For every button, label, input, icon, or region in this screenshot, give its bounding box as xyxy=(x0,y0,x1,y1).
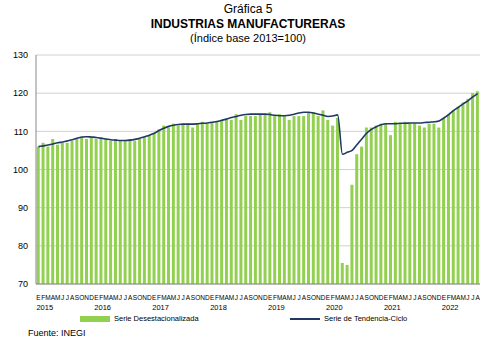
svg-text:2021: 2021 xyxy=(384,303,401,312)
html-text:A S O N D E: A S O N D E xyxy=(243,294,273,301)
html-text:Serie de Tendencia-Ciclo: Serie de Tendencia-Ciclo xyxy=(324,314,408,323)
svg-text:80: 80 xyxy=(18,241,28,251)
svg-text:M: M xyxy=(55,294,60,301)
svg-text:J: J xyxy=(235,294,238,301)
html-text:F M A: F M A xyxy=(41,294,56,301)
svg-text:2020: 2020 xyxy=(326,303,343,312)
svg-text:M: M xyxy=(113,294,118,301)
svg-text:M: M xyxy=(287,294,292,301)
svg-text:2022: 2022 xyxy=(442,303,459,312)
svg-text:70: 70 xyxy=(18,279,28,289)
svg-text:M: M xyxy=(460,294,465,301)
html-text:A S O N D E: A S O N D E xyxy=(359,294,389,301)
svg-text:J: J xyxy=(297,294,300,301)
svg-text:2017: 2017 xyxy=(152,303,169,312)
html-text:Serie Desestacionalizada: Serie Desestacionalizada xyxy=(114,314,199,323)
svg-text:2019: 2019 xyxy=(268,303,285,312)
svg-text:J: J xyxy=(61,294,64,301)
svg-text:J: J xyxy=(413,294,416,301)
svg-text:E: E xyxy=(36,294,41,301)
svg-text:2016: 2016 xyxy=(94,303,111,312)
html-text:F M A: F M A xyxy=(446,294,461,301)
svg-text:2018: 2018 xyxy=(210,303,227,312)
html-text:Fuente: INEGI: Fuente: INEGI xyxy=(28,328,86,338)
html-text:F M A: F M A xyxy=(99,294,113,301)
svg-text:J: J xyxy=(239,294,242,301)
svg-text:J: J xyxy=(66,294,69,301)
svg-text:M: M xyxy=(229,294,234,301)
svg-text:J: J xyxy=(182,294,185,301)
html-text:A S O N D E: A S O N D E xyxy=(417,294,446,301)
svg-text:M: M xyxy=(402,294,407,301)
svg-text:J: J xyxy=(350,294,353,301)
html-text:A S O N D E: A S O N D E xyxy=(70,294,99,301)
svg-text:110: 110 xyxy=(14,127,28,137)
svg-text:J: J xyxy=(471,294,474,301)
svg-text:J: J xyxy=(408,294,411,301)
html-text:A S O N D E: A S O N D E xyxy=(185,294,215,301)
svg-text:J: J xyxy=(355,294,358,301)
html-text:F M A: F M A xyxy=(157,294,171,301)
html-text:F M A: F M A xyxy=(388,294,403,301)
svg-text:2015: 2015 xyxy=(36,303,53,312)
html-text:F M A: F M A xyxy=(272,294,287,301)
html-text:Gráfica 5: Gráfica 5 xyxy=(223,2,273,16)
html-text:F M A: F M A xyxy=(330,294,345,301)
html-text:A S O N D E: A S O N D E xyxy=(127,294,157,301)
svg-text:130: 130 xyxy=(13,50,28,60)
svg-text:M: M xyxy=(345,294,350,301)
svg-text:M: M xyxy=(171,294,176,301)
svg-text:A: A xyxy=(475,294,480,301)
svg-text:J: J xyxy=(293,294,296,301)
svg-text:J: J xyxy=(119,294,122,301)
html-text:F M A: F M A xyxy=(215,294,229,301)
svg-text:J: J xyxy=(124,294,127,301)
html-text:A S O N D E: A S O N D E xyxy=(301,294,331,301)
html-text:(Índice base 2013=100): (Índice base 2013=100) xyxy=(190,32,306,44)
svg-text:J: J xyxy=(466,294,469,301)
html-text:INDUSTRIAS MANUFACTURERAS: INDUSTRIAS MANUFACTURERAS xyxy=(150,17,346,31)
svg-text:90: 90 xyxy=(18,203,28,213)
svg-text:120: 120 xyxy=(13,88,28,98)
svg-text:100: 100 xyxy=(13,165,28,175)
svg-text:J: J xyxy=(177,294,180,301)
